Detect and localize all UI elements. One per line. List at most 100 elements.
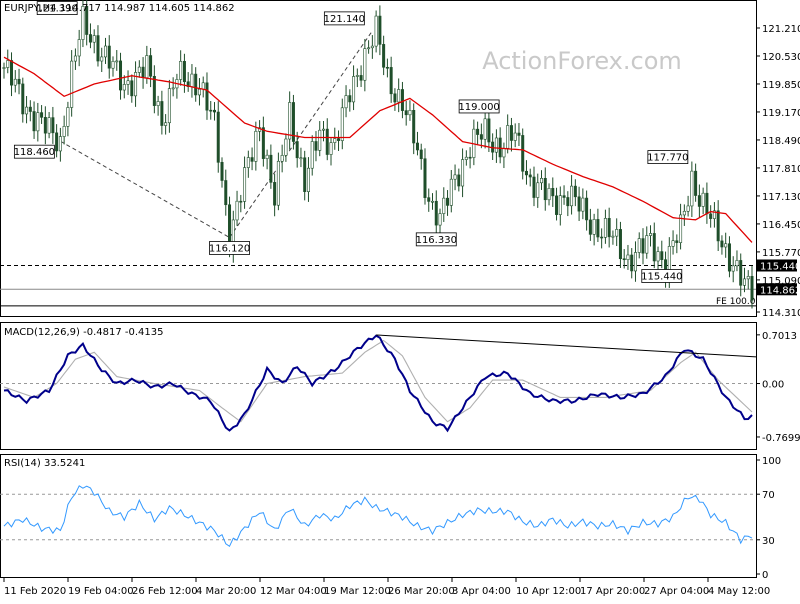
candle-body xyxy=(265,154,269,159)
candle-body xyxy=(581,197,585,212)
candle-body xyxy=(588,219,592,235)
dashed-trendline xyxy=(60,140,230,238)
candle-body xyxy=(540,178,544,184)
level-value-box xyxy=(757,259,797,272)
candle-body xyxy=(374,15,378,47)
price-label-box xyxy=(641,269,683,283)
price-label-text: 117.770 xyxy=(647,153,688,164)
candle-body xyxy=(378,15,382,45)
candle-body xyxy=(513,132,517,141)
candle-body xyxy=(235,200,239,221)
last-price-text: 114.862 xyxy=(760,285,800,296)
candle-body xyxy=(111,61,115,69)
candle-body xyxy=(303,157,307,192)
candle-body xyxy=(709,213,713,219)
candle-body xyxy=(566,197,570,207)
x-tick-label: 19 Feb 04:00 xyxy=(68,586,134,597)
candle-body xyxy=(449,178,453,206)
x-tick-label: 27 Apr 04:00 xyxy=(644,586,709,597)
candle-body xyxy=(160,101,164,126)
candle-body xyxy=(596,219,600,238)
candle-body xyxy=(412,110,416,144)
candle-body xyxy=(13,78,17,86)
candle-body xyxy=(182,61,186,83)
candle-body xyxy=(190,73,194,87)
candle-body xyxy=(731,265,735,272)
candle-body xyxy=(250,157,254,162)
candle-body xyxy=(269,154,273,183)
candle-body xyxy=(171,87,175,90)
price-label-box xyxy=(209,241,250,255)
candle-body xyxy=(284,138,288,156)
candle-body xyxy=(325,128,329,155)
candle-body xyxy=(216,111,220,163)
candle-body xyxy=(671,240,675,247)
candle-body xyxy=(359,75,363,81)
candle-body xyxy=(329,142,333,155)
candle-body xyxy=(209,109,213,112)
candle-body xyxy=(724,243,728,248)
candle-body xyxy=(476,128,480,135)
candle-body xyxy=(276,160,280,206)
candle-body xyxy=(137,66,141,73)
macd-y-tick-label: 0.00 xyxy=(762,380,784,391)
candle-body xyxy=(40,112,44,118)
y-tick-label: 115.770 xyxy=(762,248,800,259)
watermark-text: ActionForex.com xyxy=(482,47,682,75)
candle-body xyxy=(344,95,348,109)
candle-body xyxy=(58,136,62,152)
candle-body xyxy=(382,44,386,68)
candle-body xyxy=(152,75,156,106)
candle-body xyxy=(73,55,77,62)
candle-body xyxy=(573,185,577,198)
candle-body xyxy=(179,61,183,80)
candle-body xyxy=(457,174,461,187)
candle-body xyxy=(408,110,412,116)
candle-body xyxy=(675,240,679,243)
candle-body xyxy=(592,219,596,235)
candle-body xyxy=(17,78,21,85)
macd-trendline xyxy=(376,334,757,358)
candle-body xyxy=(77,39,81,57)
candle-body xyxy=(92,35,96,43)
candle-body xyxy=(280,155,284,162)
x-tick-label: 3 Apr 04:00 xyxy=(452,586,511,597)
candle-body xyxy=(273,182,277,206)
candle-body xyxy=(389,67,393,95)
candle-body xyxy=(156,101,160,106)
candle-body xyxy=(119,60,123,91)
candle-body xyxy=(694,170,698,196)
candle-body xyxy=(611,235,615,238)
candle-body xyxy=(115,60,119,63)
candle-body xyxy=(446,197,450,206)
y-tick-label: 119.850 xyxy=(762,80,800,91)
candle-body xyxy=(679,214,683,243)
price-label-text: 116.120 xyxy=(209,244,250,255)
candle-body xyxy=(370,45,374,49)
price-label-box xyxy=(36,1,78,15)
candle-body xyxy=(524,170,528,176)
candle-body xyxy=(55,132,59,152)
rsi-title: RSI(14) 33.5241 xyxy=(4,458,85,469)
x-tick-label: 12 Mar 04:00 xyxy=(260,586,327,597)
candle-body xyxy=(532,176,536,198)
candle-body xyxy=(32,111,36,132)
level-value-text: 115.440 xyxy=(760,261,800,272)
candle-body xyxy=(615,229,619,237)
rsi-panel-frame xyxy=(0,454,757,578)
price-label-text: 121.390 xyxy=(36,4,77,15)
candle-body xyxy=(641,238,645,254)
candle-body xyxy=(25,106,29,115)
candle-body xyxy=(299,157,303,160)
fe-label: FE 100.0 xyxy=(716,297,756,307)
price-label-text: 121.140 xyxy=(324,14,365,25)
candle-body xyxy=(427,197,431,202)
price-label-text: 116.330 xyxy=(416,235,457,246)
candle-body xyxy=(712,210,716,219)
candle-body xyxy=(487,118,491,143)
price-label-box xyxy=(323,11,365,26)
x-tick-label: 10 Apr 12:00 xyxy=(516,586,581,597)
price-label-text: 119.000 xyxy=(458,102,499,113)
candle-body xyxy=(88,34,92,43)
